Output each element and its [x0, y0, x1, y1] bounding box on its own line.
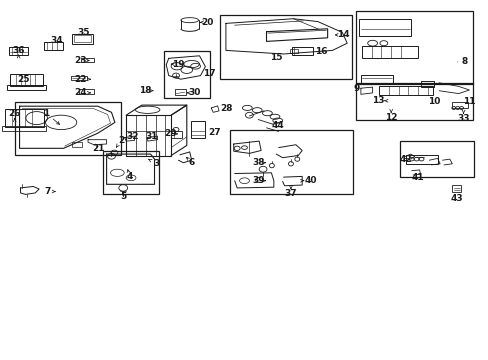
Text: 31: 31	[145, 132, 158, 141]
Bar	[360, 75, 392, 83]
Text: 3: 3	[153, 159, 159, 168]
Bar	[171, 131, 182, 138]
Bar	[44, 42, 62, 50]
Text: 42: 42	[399, 155, 411, 163]
Text: 6: 6	[188, 158, 194, 167]
Bar	[74, 35, 91, 42]
Bar	[420, 81, 433, 87]
Text: 38: 38	[251, 158, 264, 167]
Bar	[451, 102, 467, 108]
Bar	[102, 151, 159, 194]
Text: 34: 34	[50, 36, 62, 45]
Bar	[289, 49, 297, 53]
Text: 25: 25	[17, 75, 30, 84]
Text: 8: 8	[461, 58, 467, 67]
Text: 7: 7	[44, 187, 51, 196]
Bar	[292, 47, 312, 55]
Bar	[10, 74, 43, 86]
Text: 1: 1	[43, 109, 49, 118]
Bar	[163, 51, 210, 98]
Bar	[355, 11, 472, 84]
Text: 15: 15	[269, 53, 282, 62]
Text: 27: 27	[207, 128, 220, 137]
Bar	[175, 89, 185, 95]
Text: 13: 13	[371, 96, 384, 105]
Text: 39: 39	[251, 176, 264, 185]
Text: 33: 33	[456, 114, 469, 122]
Text: 36: 36	[12, 46, 25, 55]
Text: 16: 16	[315, 47, 327, 56]
Text: 10: 10	[427, 97, 440, 106]
Text: 5: 5	[120, 192, 126, 201]
Bar	[378, 86, 432, 95]
Bar	[72, 142, 82, 147]
Text: 14: 14	[337, 31, 349, 40]
Bar	[220, 15, 351, 79]
Text: 35: 35	[78, 28, 90, 37]
Bar	[79, 89, 94, 94]
Bar	[355, 83, 472, 120]
Bar	[81, 58, 94, 62]
Text: 28: 28	[220, 104, 232, 113]
Bar	[359, 19, 410, 36]
Text: 44: 44	[271, 121, 284, 130]
Text: 37: 37	[284, 189, 297, 198]
Text: 18: 18	[139, 86, 152, 95]
Bar	[9, 47, 28, 55]
Bar	[5, 109, 44, 127]
Text: 41: 41	[411, 173, 424, 182]
Text: 32: 32	[126, 132, 139, 141]
Bar	[15, 102, 121, 155]
Bar	[72, 34, 93, 44]
Text: 26: 26	[8, 109, 21, 118]
Text: 29: 29	[163, 130, 176, 139]
Text: 43: 43	[450, 194, 463, 203]
Text: 40: 40	[304, 176, 316, 185]
Text: 9: 9	[353, 84, 360, 93]
Text: 4: 4	[126, 172, 133, 181]
Bar	[7, 85, 46, 90]
Text: 11: 11	[462, 97, 475, 106]
Bar	[190, 121, 205, 138]
Text: 17: 17	[203, 69, 215, 78]
Bar	[2, 126, 46, 131]
Text: 19: 19	[172, 60, 184, 69]
Bar	[229, 130, 352, 194]
Bar	[399, 141, 473, 177]
Bar	[451, 185, 460, 192]
Text: 12: 12	[384, 113, 397, 122]
Text: 21: 21	[92, 144, 105, 153]
Text: 22: 22	[74, 75, 87, 84]
Text: 24: 24	[74, 89, 87, 98]
Text: 2: 2	[118, 136, 124, 145]
Bar	[71, 76, 86, 80]
Text: 20: 20	[201, 18, 214, 27]
Bar	[405, 155, 437, 164]
Text: 23: 23	[74, 56, 87, 65]
Bar	[361, 46, 417, 58]
Text: 30: 30	[188, 89, 201, 98]
